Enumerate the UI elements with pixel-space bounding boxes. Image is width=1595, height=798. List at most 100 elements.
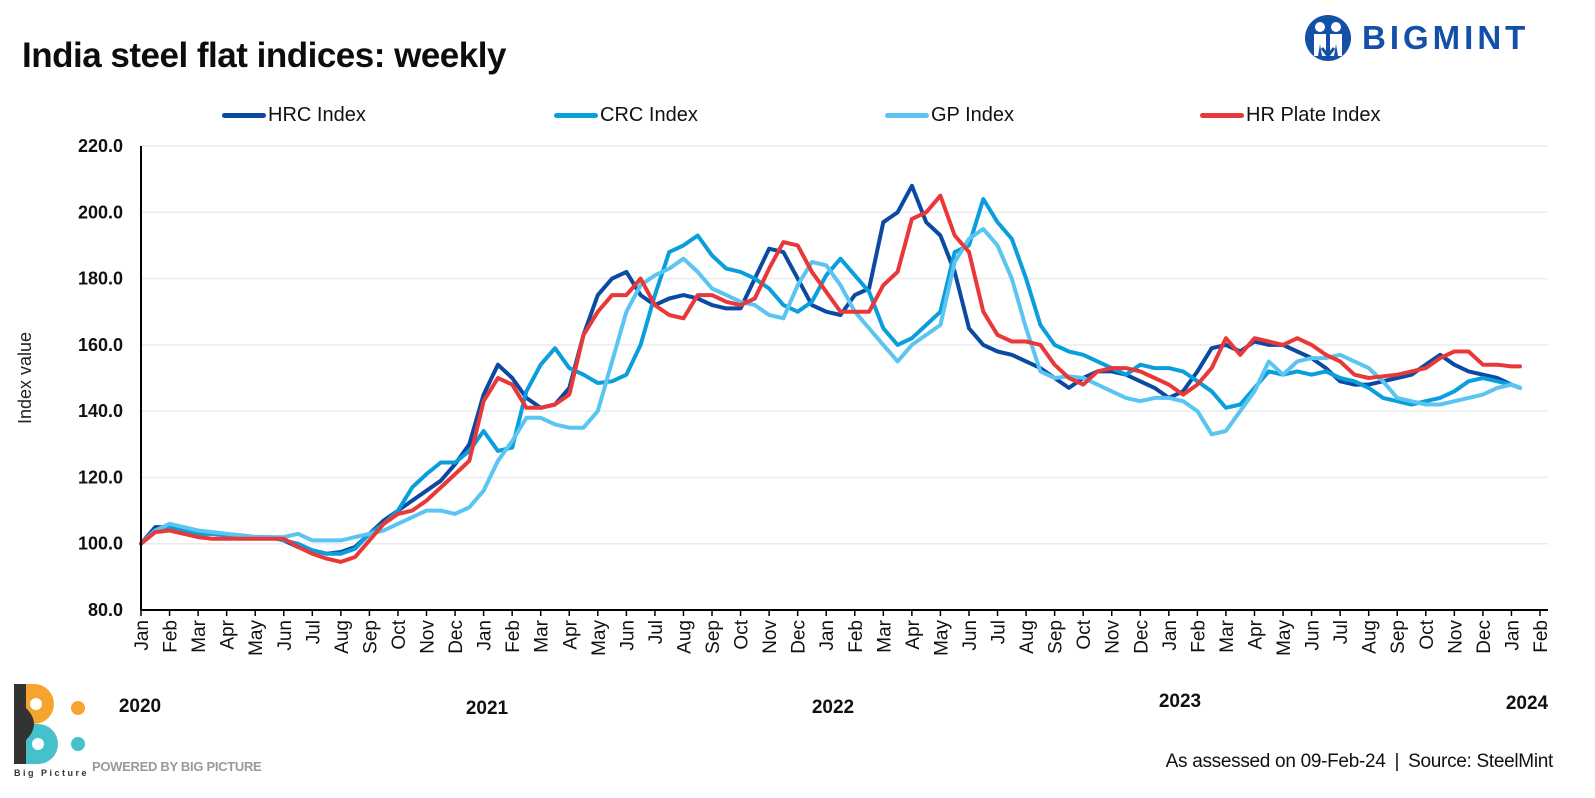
chart-legend: HRC Index CRC Index GP Index HR Plate In…: [0, 104, 1595, 130]
y-tick-label: 180.0: [78, 269, 123, 289]
x-tick-label: Jan: [1502, 620, 1523, 651]
legend-label-crc: CRC Index: [600, 104, 698, 126]
legend-swatch-crc: [554, 113, 598, 118]
y-tick-label: 200.0: [78, 202, 123, 222]
x-tick-label: Feb: [503, 620, 524, 653]
legend-swatch-gp: [885, 113, 929, 118]
x-tick-label: Mar: [532, 619, 553, 652]
x-tick-label: Jul: [1331, 620, 1352, 644]
x-tick-label: Oct: [389, 619, 410, 649]
y-axis-label: Index value: [15, 332, 35, 424]
assessed-date: As assessed on 09-Feb-24: [1165, 751, 1386, 772]
x-tick-label: Apr: [218, 619, 239, 649]
x-tick-label: Aug: [674, 620, 695, 654]
x-tick-label: Feb: [161, 620, 182, 653]
year-labels: 2020 2021 2022 2023 2024: [119, 691, 1549, 719]
x-tick-label: Aug: [1360, 620, 1381, 654]
x-tick-label: Nov: [418, 620, 439, 654]
series-line-hrc-index: [139, 183, 1522, 556]
series-line-gp-index: [139, 226, 1522, 546]
source-separator: |: [1394, 751, 1400, 772]
x-tick-label: Dec: [1131, 620, 1152, 654]
brand-name: BIGMINT: [1362, 18, 1530, 56]
year-label: 2022: [812, 697, 854, 718]
series-line-crc-index: [139, 197, 1522, 556]
y-tick-label: 160.0: [78, 335, 123, 355]
x-tick-label: Oct: [732, 619, 753, 649]
x-tick-label: Jan: [817, 620, 838, 651]
y-tick-label: 100.0: [78, 534, 123, 554]
x-tick-label: Sep: [1388, 620, 1409, 654]
x-tick-label: Oct: [1074, 619, 1095, 649]
x-tick-label: Jan: [132, 620, 153, 651]
x-tick-label: Jan: [475, 620, 496, 651]
x-tick-label: May: [246, 620, 267, 656]
x-tick-label: Mar: [1217, 619, 1238, 652]
year-label: 2024: [1506, 693, 1549, 714]
x-tick-label: Nov: [760, 620, 781, 654]
bigmint-people-icon: [1305, 14, 1351, 61]
year-label: 2023: [1159, 691, 1201, 712]
bigmint-logo: BIGMINT: [1304, 10, 1529, 65]
legend-item-plate: HR Plate Index: [1200, 104, 1381, 127]
x-tick-label: Dec: [789, 620, 810, 654]
big-picture-logo: [12, 684, 272, 784]
x-tick-label: Apr: [560, 619, 581, 649]
legend-label-hrc: HRC Index: [268, 104, 366, 126]
legend-label-plate: HR Plate Index: [1246, 104, 1381, 126]
x-tick-label: Jan: [1160, 620, 1181, 651]
x-tick-label: Jun: [960, 620, 981, 651]
legend-item-hrc: HRC Index: [222, 104, 366, 127]
x-axis-ticks: Jan Feb Mar Apr May Jun Jul Aug Sep Oct Nov Dec Jan F…: [132, 610, 1552, 656]
chart-title: India steel flat indices: weekly: [22, 36, 506, 75]
x-tick-label: Feb: [1188, 620, 1209, 653]
legend-label-gp: GP Index: [931, 104, 1015, 126]
series-lines: [139, 183, 1522, 564]
x-tick-label: Sep: [1046, 620, 1067, 654]
x-tick-label: Jul: [989, 620, 1010, 644]
big-picture-label: Big Picture: [14, 768, 90, 778]
x-tick-label: Mar: [189, 619, 210, 652]
source-note: As assessed on 09-Feb-24 | Source: Steel…: [1165, 751, 1554, 773]
powered-by-text: POWERED BY BIG PICTURE: [92, 759, 262, 774]
x-tick-label: May: [589, 620, 610, 656]
x-tick-label: Sep: [703, 620, 724, 654]
x-tick-label: Jun: [1303, 620, 1324, 651]
x-tick-label: Nov: [1445, 620, 1466, 654]
series-line-hr-plate-index: [139, 193, 1522, 564]
x-tick-label: Jul: [303, 620, 324, 644]
y-tick-label: 220.0: [78, 136, 123, 156]
x-tick-label: May: [1274, 620, 1295, 656]
y-tick-label: 140.0: [78, 401, 123, 421]
source-text: Source: SteelMint: [1408, 751, 1553, 772]
x-tick-label: Dec: [446, 620, 467, 654]
x-tick-label: Nov: [1103, 620, 1124, 654]
big-picture-icon: [14, 684, 85, 764]
y-tick-label: 80.0: [88, 600, 123, 620]
x-tick-label: May: [931, 620, 952, 656]
axes: [140, 146, 1548, 611]
x-tick-label: Jun: [617, 620, 638, 651]
x-tick-label: Dec: [1474, 620, 1495, 654]
gridlines: [141, 145, 1548, 545]
x-tick-label: Jun: [275, 620, 296, 651]
legend-item-gp: GP Index: [885, 104, 1014, 127]
x-tick-label: Sep: [360, 620, 381, 654]
x-tick-label: Feb: [1531, 620, 1552, 653]
x-tick-label: Apr: [1245, 619, 1266, 649]
year-label: 2020: [119, 696, 161, 717]
year-label: 2021: [466, 698, 509, 719]
x-tick-label: Apr: [903, 619, 924, 649]
y-axis-ticks: 80.0 100.0 120.0 140.0 160.0 180.0 200.0 220.0: [78, 136, 123, 620]
y-tick-label: 120.0: [78, 467, 123, 487]
x-tick-label: Oct: [1417, 619, 1438, 649]
x-tick-label: Mar: [874, 619, 895, 652]
x-tick-label: Feb: [846, 620, 867, 653]
x-tick-label: Aug: [332, 620, 353, 654]
x-tick-label: Jul: [646, 620, 667, 644]
legend-swatch-hrc: [222, 113, 266, 118]
x-tick-label: Aug: [1017, 620, 1038, 654]
legend-item-crc: CRC Index: [554, 104, 698, 127]
legend-swatch-plate: [1200, 113, 1244, 118]
